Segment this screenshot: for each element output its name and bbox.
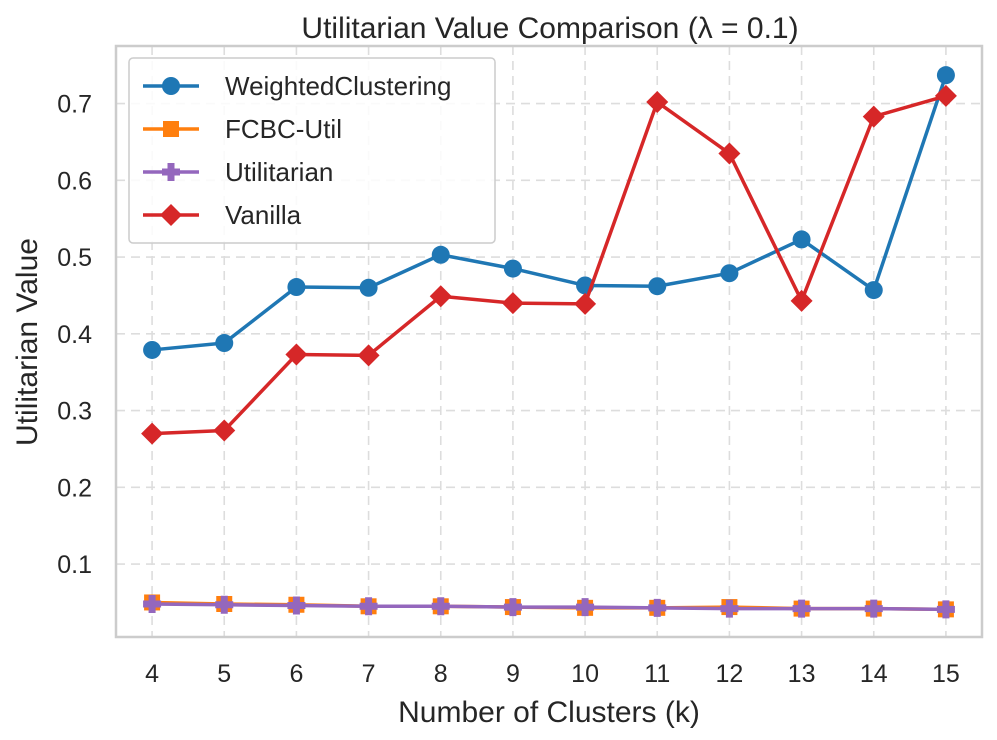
legend-marker bbox=[162, 163, 180, 181]
legend-label: Utilitarian bbox=[225, 157, 333, 187]
x-tick-label: 7 bbox=[362, 660, 376, 688]
data-point bbox=[574, 292, 597, 315]
series-line bbox=[152, 94, 947, 436]
legend-entry: Vanilla bbox=[143, 200, 302, 230]
data-point bbox=[359, 597, 378, 616]
x-tick-label: 9 bbox=[506, 660, 520, 688]
data-point bbox=[215, 595, 234, 614]
data-point bbox=[357, 344, 380, 367]
legend-label: WeightedClustering bbox=[225, 71, 451, 101]
data-point bbox=[862, 105, 885, 128]
y-tick-label: 0.2 bbox=[57, 474, 92, 502]
legend: WeightedClustering FCBC-Util Utilitarian Va… bbox=[128, 57, 496, 244]
legend-entry: WeightedClustering bbox=[143, 71, 451, 101]
x-axis-label: Number of Clusters (k) bbox=[398, 696, 700, 729]
data-point bbox=[720, 264, 739, 283]
x-tick-label: 8 bbox=[434, 660, 448, 688]
data-point bbox=[718, 142, 741, 165]
series-line bbox=[152, 602, 946, 612]
x-tick-label: 4 bbox=[145, 660, 159, 688]
data-point bbox=[936, 66, 955, 85]
y-tick-label: 0.1 bbox=[57, 551, 92, 579]
series-line bbox=[151, 74, 948, 352]
data-point bbox=[646, 91, 669, 114]
x-tick-label: 11 bbox=[644, 660, 670, 688]
data-point bbox=[213, 419, 236, 442]
y-tick-label: 0.3 bbox=[57, 398, 92, 426]
legend-marker bbox=[160, 204, 182, 226]
x-tick-label: 10 bbox=[571, 660, 599, 688]
data-point bbox=[287, 278, 306, 297]
data-point bbox=[429, 285, 452, 308]
series-weightedclustering bbox=[143, 66, 955, 359]
data-point bbox=[648, 277, 667, 296]
x-axis: 4 5 6 7 8 9 10 11 12 13 14 15 bbox=[145, 660, 960, 688]
data-point bbox=[431, 597, 450, 616]
legend-entry: Utilitarian bbox=[143, 157, 333, 187]
data-point bbox=[576, 598, 595, 617]
data-point bbox=[503, 598, 522, 617]
legend-label: FCBC-Util bbox=[225, 114, 342, 144]
data-point bbox=[503, 259, 522, 278]
x-tick-label: 12 bbox=[716, 660, 744, 688]
data-point bbox=[934, 84, 957, 107]
data-point bbox=[790, 289, 813, 312]
data-point bbox=[936, 600, 955, 619]
legend-entry: FCBC-Util bbox=[143, 114, 342, 144]
data-point bbox=[864, 599, 883, 618]
legend-box bbox=[128, 57, 496, 244]
legend-label: Vanilla bbox=[225, 200, 302, 230]
plot-frame bbox=[114, 44, 984, 639]
data-point bbox=[285, 343, 308, 366]
x-tick-label: 5 bbox=[217, 660, 231, 688]
series-vanilla bbox=[141, 84, 957, 445]
y-tick-label: 0.6 bbox=[57, 167, 92, 195]
data-point bbox=[143, 340, 162, 359]
data-point bbox=[359, 278, 378, 297]
data-point bbox=[648, 598, 667, 617]
series-layer bbox=[141, 66, 957, 619]
data-point bbox=[431, 245, 450, 264]
x-tick-label: 15 bbox=[932, 660, 960, 688]
y-tick-label: 0.5 bbox=[57, 244, 92, 272]
y-tick-label: 0.4 bbox=[57, 321, 92, 349]
x-tick-label: 14 bbox=[860, 660, 888, 688]
series-utilitarian bbox=[143, 594, 955, 619]
data-point bbox=[864, 281, 883, 300]
y-axis: 0.1 0.2 0.3 0.4 0.5 0.6 0.7 bbox=[57, 91, 92, 580]
y-axis-label: Utilitarian Value bbox=[11, 238, 44, 446]
data-point bbox=[215, 334, 234, 353]
data-point bbox=[792, 230, 811, 249]
data-point bbox=[141, 422, 164, 445]
y-tick-label: 0.7 bbox=[57, 91, 92, 119]
data-point bbox=[501, 292, 524, 315]
data-point bbox=[287, 596, 306, 615]
data-point bbox=[720, 599, 739, 618]
chart-title: Utilitarian Value Comparison (λ = 0.1) bbox=[301, 12, 798, 45]
legend-marker bbox=[163, 121, 179, 137]
data-point bbox=[143, 594, 162, 613]
x-tick-label: 13 bbox=[788, 660, 816, 688]
data-point bbox=[792, 599, 811, 618]
x-tick-label: 6 bbox=[289, 660, 303, 688]
legend-marker bbox=[162, 77, 180, 95]
